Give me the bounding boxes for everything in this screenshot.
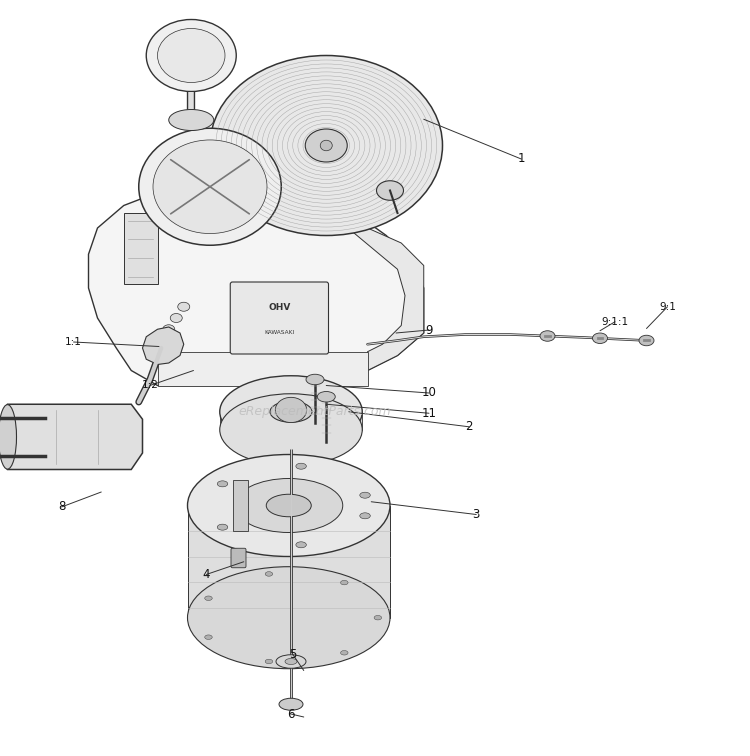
- Ellipse shape: [592, 333, 608, 343]
- Text: 2: 2: [465, 420, 472, 433]
- Ellipse shape: [188, 567, 390, 669]
- Text: 9:1: 9:1: [659, 302, 676, 311]
- Polygon shape: [158, 352, 368, 386]
- Text: eReplacementParts.com: eReplacementParts.com: [238, 405, 392, 418]
- Ellipse shape: [220, 394, 362, 466]
- Text: 11: 11: [422, 407, 436, 420]
- Ellipse shape: [210, 55, 442, 236]
- Text: 6: 6: [287, 708, 295, 720]
- Ellipse shape: [146, 20, 236, 91]
- Ellipse shape: [170, 314, 182, 323]
- Ellipse shape: [235, 479, 343, 532]
- Ellipse shape: [205, 596, 212, 600]
- Ellipse shape: [217, 481, 228, 487]
- Ellipse shape: [340, 651, 348, 655]
- Ellipse shape: [279, 699, 303, 710]
- Ellipse shape: [158, 29, 225, 82]
- Ellipse shape: [317, 392, 335, 402]
- Text: 9: 9: [425, 324, 433, 336]
- Text: OHV: OHV: [268, 303, 290, 312]
- Polygon shape: [124, 213, 158, 284]
- Ellipse shape: [296, 463, 306, 469]
- Polygon shape: [142, 327, 184, 364]
- Text: 1:1: 1:1: [65, 337, 82, 347]
- Polygon shape: [233, 480, 248, 531]
- Ellipse shape: [153, 140, 267, 234]
- Ellipse shape: [169, 110, 214, 131]
- Text: 8: 8: [58, 500, 65, 513]
- Polygon shape: [88, 187, 424, 386]
- Text: 1: 1: [518, 153, 525, 166]
- Ellipse shape: [163, 325, 175, 333]
- Ellipse shape: [188, 454, 390, 556]
- Ellipse shape: [320, 141, 332, 150]
- FancyBboxPatch shape: [231, 548, 246, 568]
- Ellipse shape: [276, 655, 306, 668]
- Text: 3: 3: [472, 508, 480, 521]
- Ellipse shape: [306, 374, 324, 385]
- Ellipse shape: [340, 581, 348, 585]
- FancyBboxPatch shape: [230, 282, 328, 354]
- Text: 9:1:1: 9:1:1: [602, 317, 628, 327]
- Text: 1:2: 1:2: [142, 380, 158, 391]
- Ellipse shape: [217, 524, 228, 530]
- Ellipse shape: [275, 398, 307, 423]
- Text: 4: 4: [202, 568, 210, 581]
- Ellipse shape: [540, 331, 555, 341]
- Ellipse shape: [0, 404, 16, 469]
- Ellipse shape: [305, 129, 347, 162]
- Ellipse shape: [139, 129, 281, 245]
- Ellipse shape: [266, 494, 311, 517]
- Ellipse shape: [266, 572, 273, 576]
- Ellipse shape: [270, 401, 312, 423]
- Ellipse shape: [220, 376, 362, 448]
- Ellipse shape: [205, 635, 212, 640]
- Polygon shape: [0, 404, 142, 469]
- Polygon shape: [322, 198, 424, 370]
- Ellipse shape: [639, 335, 654, 345]
- Ellipse shape: [360, 513, 370, 519]
- Text: 10: 10: [422, 386, 436, 399]
- Ellipse shape: [285, 658, 297, 665]
- Ellipse shape: [374, 615, 382, 620]
- Text: 5: 5: [289, 647, 296, 661]
- Ellipse shape: [178, 302, 190, 311]
- Ellipse shape: [376, 181, 404, 200]
- Text: KAWASAKI: KAWASAKI: [264, 330, 295, 336]
- Ellipse shape: [360, 492, 370, 498]
- Polygon shape: [188, 506, 390, 618]
- Ellipse shape: [296, 542, 306, 548]
- Polygon shape: [253, 169, 291, 218]
- Ellipse shape: [266, 659, 273, 664]
- Polygon shape: [220, 412, 362, 429]
